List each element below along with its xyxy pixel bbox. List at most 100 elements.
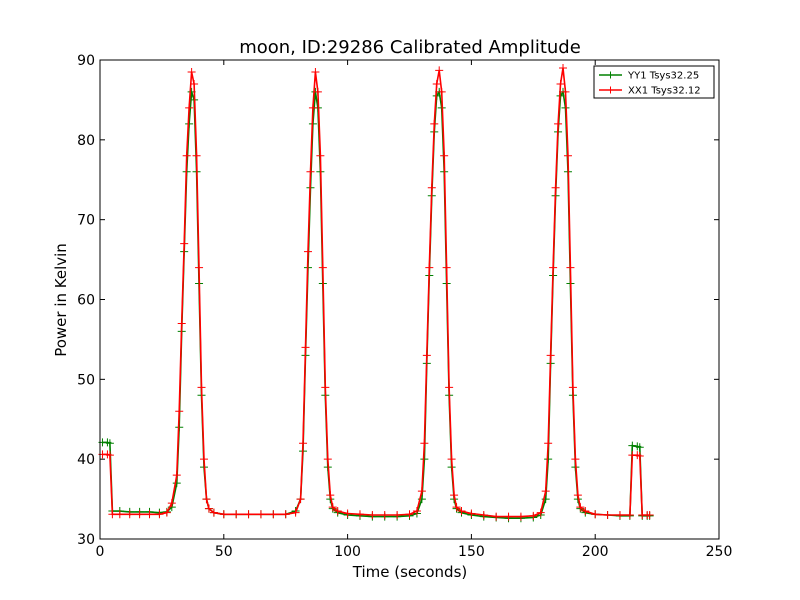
data-point-marker (427, 183, 436, 192)
data-point-marker (571, 455, 580, 464)
data-point-marker (450, 491, 459, 500)
data-point-marker (296, 495, 305, 504)
data-point-marker (135, 510, 144, 519)
data-point-marker (573, 491, 582, 500)
data-point-marker (281, 510, 290, 519)
data-point-marker (311, 67, 320, 76)
data-point-marker (635, 451, 644, 460)
data-point-marker (316, 151, 325, 160)
data-point-marker (504, 512, 513, 521)
data-point-marker (422, 351, 431, 360)
y-axis-label: Power in Kelvin (52, 243, 70, 357)
data-point-marker (554, 119, 563, 128)
data-point-marker (269, 510, 278, 519)
y-tick-label: 60 (77, 293, 95, 309)
data-point-marker (393, 511, 402, 520)
data-point-marker (576, 503, 585, 512)
data-point-marker (546, 351, 555, 360)
data-point-marker (559, 63, 568, 72)
data-point-marker (108, 510, 117, 519)
data-point-marker (308, 103, 317, 112)
legend-marker (607, 86, 614, 94)
legend-label: XX1 Tsys32.12 (628, 86, 701, 97)
data-point-marker (445, 383, 454, 392)
x-axis-label: Time (seconds) (352, 563, 468, 581)
plot-area (98, 63, 654, 523)
data-point-marker (420, 439, 429, 448)
data-point-marker (447, 455, 456, 464)
x-axis-ticks: 0 50 100 150 200 250 (96, 60, 733, 560)
data-point-marker (479, 511, 488, 520)
y-axis-ticks: 30 40 50 60 70 80 90 (77, 53, 719, 548)
data-point-marker (412, 507, 421, 516)
data-point-marker (256, 510, 265, 519)
data-point-marker (303, 247, 312, 256)
data-point-marker (551, 183, 560, 192)
x-tick-label: 250 (706, 544, 733, 560)
data-point-marker (536, 508, 545, 517)
data-point-marker (544, 439, 553, 448)
data-point-marker (581, 507, 590, 516)
data-point-marker (197, 383, 206, 392)
y-tick-label: 50 (77, 372, 95, 388)
plot-frame (99, 59, 720, 540)
data-point-marker (321, 383, 330, 392)
data-point-marker (355, 510, 364, 519)
chart-title: moon, ID:29286 Calibrated Amplitude (239, 37, 581, 58)
data-point-marker (313, 87, 322, 96)
data-point-marker (185, 103, 194, 112)
data-point-marker (105, 451, 114, 460)
data-point-marker (549, 263, 558, 272)
data-point-marker (645, 511, 654, 520)
x-tick-label: 50 (215, 544, 233, 560)
data-point-marker (452, 503, 461, 512)
data-point-marker (299, 439, 308, 448)
data-point-marker (368, 511, 377, 520)
data-point-marker (492, 512, 501, 521)
data-point-marker (190, 79, 199, 88)
y-tick-label: 80 (77, 133, 95, 149)
data-point-marker (175, 407, 184, 416)
data-point-marker (625, 511, 634, 520)
x-tick-label: 200 (582, 544, 609, 560)
data-point-marker (105, 439, 114, 448)
y-tick-label: 40 (77, 452, 95, 468)
data-point-marker (442, 263, 451, 272)
y-tick-label: 70 (77, 213, 95, 229)
data-point-marker (204, 504, 213, 513)
data-point-marker (529, 511, 538, 520)
data-point-marker (291, 508, 300, 517)
data-point-marker (155, 510, 164, 519)
y-tick-label: 30 (77, 532, 95, 548)
data-point-marker (440, 151, 449, 160)
data-point-marker (380, 511, 389, 520)
data-point-marker (195, 263, 204, 272)
y-tick-label: 90 (77, 53, 95, 69)
data-point-marker (628, 441, 637, 450)
x-tick-label: 100 (334, 544, 361, 560)
data-point-marker (328, 503, 337, 512)
data-point-marker (192, 151, 201, 160)
data-point-marker (167, 499, 176, 508)
data-point-marker (635, 443, 644, 452)
legend: YY1 Tsys32.25 XX1 Tsys32.12 (593, 65, 715, 99)
data-point-marker (516, 512, 525, 521)
data-point-marker (333, 507, 342, 516)
data-point-marker (563, 151, 572, 160)
data-point-marker (125, 510, 134, 519)
data-point-marker (556, 79, 565, 88)
data-point-marker (457, 507, 466, 516)
data-point-marker (405, 510, 414, 519)
data-point-marker (561, 87, 570, 96)
data-point-marker (182, 151, 191, 160)
legend-marker (607, 71, 614, 79)
data-point-marker (432, 79, 441, 88)
data-point-marker (219, 510, 228, 519)
data-point-marker (323, 455, 332, 464)
data-point-marker (417, 487, 426, 496)
data-point-marker (566, 263, 575, 272)
data-point-marker (435, 66, 444, 75)
data-point-marker (209, 508, 218, 517)
